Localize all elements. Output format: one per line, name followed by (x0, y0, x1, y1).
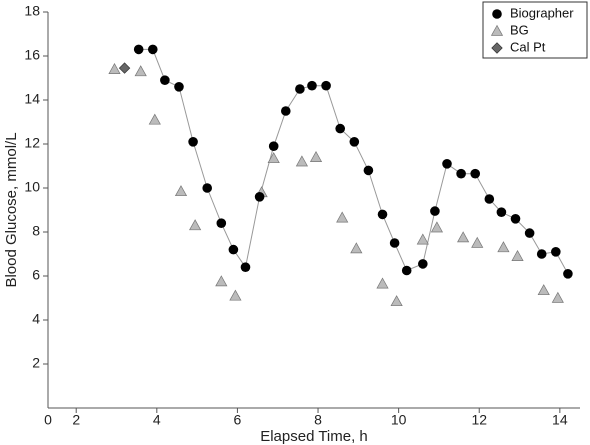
point-biographer (228, 244, 239, 255)
point-biographer (418, 259, 428, 269)
y-tick-label: 2 (32, 355, 40, 371)
point-bg (390, 295, 403, 307)
point-biographer (496, 207, 507, 217)
point-bg (430, 221, 444, 233)
point-bg (134, 65, 147, 77)
point-bg (309, 150, 323, 162)
point-bg (189, 219, 202, 231)
point-biographer (295, 84, 305, 94)
point-biographer (363, 165, 374, 176)
point-bg (376, 277, 389, 289)
point-bg (497, 241, 510, 253)
point-bg (471, 236, 484, 248)
point-bg (457, 231, 470, 243)
point-bg (336, 211, 349, 223)
y-axis-title: Blood Glucose, mmol/L (3, 132, 20, 287)
point-biographer (188, 137, 198, 147)
series-line-biographer (138, 48, 569, 275)
point-bg (551, 291, 564, 303)
point-bg (215, 275, 228, 287)
point-biographer (389, 238, 400, 248)
y-tick-label: 10 (24, 179, 40, 195)
axes (47, 12, 580, 409)
point-biographer (563, 269, 573, 279)
point-biographer (430, 206, 440, 216)
point-biographer (174, 82, 184, 92)
y-tick-label: 6 (32, 267, 40, 283)
point-bg (350, 242, 363, 254)
point-biographer (349, 137, 360, 147)
x-axis-title: Elapsed Time, h (260, 428, 368, 445)
series-markers (108, 44, 573, 307)
x-tick-label: 6 (234, 411, 242, 427)
point-biographer (510, 214, 521, 224)
point-biographer (401, 265, 412, 276)
point-biographer (321, 80, 331, 91)
y-tick-label: 16 (24, 47, 40, 63)
point-bg (108, 62, 121, 74)
legend-marker-biographer (492, 9, 502, 19)
point-biographer (335, 123, 345, 134)
point-bg (511, 249, 524, 261)
point-biographer (442, 159, 452, 169)
point-biographer (456, 168, 466, 179)
point-biographer (133, 44, 144, 55)
point-bg (229, 289, 242, 301)
point-biographer (202, 183, 212, 193)
legend-label-biographer: Biographer (510, 5, 574, 20)
legend-marker-bg (490, 24, 504, 36)
point-bg (295, 155, 309, 167)
point-biographer (240, 262, 251, 273)
y-tick-label: 4 (32, 311, 40, 327)
point-bg (174, 185, 188, 197)
point-biographer (160, 75, 170, 85)
point-biographer (254, 192, 265, 202)
series-lines (138, 48, 569, 275)
legend-label-cal-pt: Cal Pt (510, 39, 546, 54)
point-bg (267, 152, 280, 164)
x-tick-label: 0 (44, 411, 52, 427)
legend-marker-cal-pt (491, 42, 503, 54)
x-tick-label: 14 (552, 411, 568, 427)
point-biographer (377, 209, 388, 220)
point-biographer (147, 44, 158, 55)
x-tick-label: 8 (314, 411, 322, 427)
x-tick-label: 12 (471, 411, 487, 427)
x-tick-label: 2 (72, 411, 80, 427)
point-biographer (268, 141, 279, 151)
point-biographer (536, 249, 547, 259)
point-cal-pt (118, 62, 131, 74)
point-biographer (307, 80, 317, 91)
y-tick-label: 14 (24, 91, 40, 107)
point-biographer (524, 228, 535, 238)
y-tick-label: 18 (24, 3, 40, 19)
y-tick-label: 8 (32, 223, 40, 239)
point-biographer (551, 247, 561, 257)
x-tick-label: 10 (391, 411, 407, 427)
y-tick-label: 12 (24, 135, 40, 151)
point-bg (416, 233, 429, 245)
point-biographer (280, 106, 291, 116)
point-biographer (470, 168, 481, 179)
x-tick-label: 4 (153, 411, 161, 427)
legend-label-bg: BG (510, 22, 529, 37)
point-bg (148, 113, 161, 125)
legend: Biographer BG Cal Pt (482, 1, 588, 59)
point-biographer (216, 218, 227, 228)
point-biographer (484, 194, 495, 204)
point-bg (537, 284, 550, 296)
ticks: 0 2 4 6 8 10 12 14 2 4 6 8 10 12 14 16 18 (24, 3, 567, 428)
